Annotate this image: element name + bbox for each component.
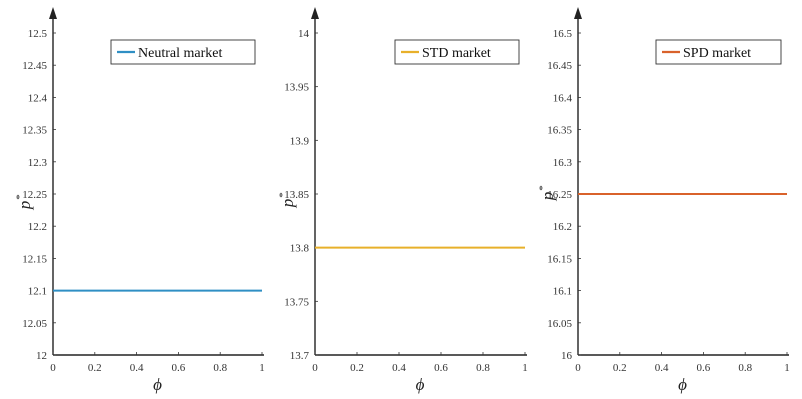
y-tick-label: 12.05 bbox=[22, 318, 47, 330]
y-tick-label: 16.25 bbox=[547, 189, 572, 201]
x-tick-label: 0.4 bbox=[130, 362, 144, 374]
y-tick-label: 12.2 bbox=[28, 221, 47, 233]
y-tick-label: 13.85 bbox=[284, 189, 309, 201]
x-tick-label: 0 bbox=[50, 362, 56, 374]
y-tick-label: 13.9 bbox=[290, 135, 310, 147]
x-tick-label: 1 bbox=[522, 362, 528, 374]
x-tick-label: 0 bbox=[575, 362, 581, 374]
y-tick-label: 16.1 bbox=[553, 286, 572, 298]
x-tick-label: 1 bbox=[784, 362, 790, 374]
y-axis-label-superscript: * bbox=[14, 194, 26, 200]
y-tick-label: 12.35 bbox=[22, 125, 47, 137]
x-axis-label: ϕ bbox=[416, 375, 425, 394]
y-axis-label: p bbox=[538, 192, 557, 202]
y-axis-label-superscript: * bbox=[537, 185, 549, 191]
x-tick-label: 1 bbox=[259, 362, 265, 374]
y-tick-label: 12.3 bbox=[28, 157, 48, 169]
x-tick-label: 0.2 bbox=[88, 362, 102, 374]
y-tick-label: 16 bbox=[561, 350, 573, 362]
y-axis-label-group: p* bbox=[537, 185, 557, 201]
y-tick-label: 16.15 bbox=[547, 253, 572, 265]
y-axis-label: p bbox=[278, 199, 297, 209]
x-tick-label: 0.2 bbox=[613, 362, 627, 374]
y-axis-label-superscript: * bbox=[277, 192, 289, 198]
y-tick-label: 16.2 bbox=[553, 221, 572, 233]
legend-label: SPD market bbox=[683, 46, 751, 61]
y-tick-label: 13.75 bbox=[284, 296, 309, 308]
legend: SPD market bbox=[655, 39, 782, 65]
y-tick-label: 13.8 bbox=[290, 243, 310, 255]
chart-panel-3: 16 16.05 16.1 16.15 16.2 16.25 16.3 16.35 16.4 16… bbox=[537, 7, 790, 394]
x-tick-label: 0.6 bbox=[172, 362, 186, 374]
x-axis-label: ϕ bbox=[153, 375, 162, 394]
y-tick-label: 12 bbox=[36, 350, 47, 362]
y-tick-label: 14 bbox=[298, 28, 310, 40]
y-tick-label: 12.45 bbox=[22, 60, 47, 72]
y-tick-label: 13.95 bbox=[284, 82, 309, 94]
x-tick-label: 0 bbox=[312, 362, 318, 374]
legend-label: Neutral market bbox=[138, 46, 222, 61]
legend: STD market bbox=[394, 39, 520, 65]
y-axis-arrow-icon bbox=[49, 7, 57, 19]
x-tick-label: 0.8 bbox=[476, 362, 490, 374]
x-tick-label: 0.8 bbox=[738, 362, 752, 374]
y-tick-label: 16.05 bbox=[547, 318, 572, 330]
y-tick-label: 12.15 bbox=[22, 253, 47, 265]
y-tick-label: 12.5 bbox=[28, 28, 48, 40]
x-tick-label: 0.2 bbox=[350, 362, 364, 374]
y-tick-label: 16.4 bbox=[553, 92, 573, 104]
chart-panel-1: 12 12.05 12.1 12.15 12.2 12.25 12.3 12.35 12.4 12… bbox=[14, 7, 265, 394]
y-tick-label: 12.1 bbox=[28, 286, 47, 298]
y-tick-label: 16.5 bbox=[553, 28, 573, 40]
y-tick-label: 13.7 bbox=[290, 350, 310, 362]
x-tick-label: 0.4 bbox=[655, 362, 669, 374]
y-tick-label: 16.45 bbox=[547, 60, 572, 72]
x-tick-label: 0.6 bbox=[697, 362, 711, 374]
x-tick-label: 0.4 bbox=[392, 362, 406, 374]
legend-label: STD market bbox=[422, 46, 491, 61]
y-tick-label: 12.25 bbox=[22, 189, 47, 201]
y-axis-arrow-icon bbox=[574, 7, 582, 19]
chart-panel-2: 13.7 13.75 13.8 13.85 13.9 13.95 14 0 0.2 0.4 0.6 0… bbox=[277, 7, 528, 394]
y-tick-label: 16.35 bbox=[547, 125, 572, 137]
y-tick-label: 12.4 bbox=[28, 92, 48, 104]
x-tick-label: 0.8 bbox=[213, 362, 227, 374]
y-axis-label: p bbox=[15, 201, 34, 211]
x-axis-label: ϕ bbox=[678, 375, 687, 394]
legend: Neutral market bbox=[110, 39, 256, 65]
y-axis-label-group: p* bbox=[277, 192, 297, 208]
y-tick-label: 16.3 bbox=[553, 157, 573, 169]
x-tick-label: 0.6 bbox=[434, 362, 448, 374]
y-axis-label-group: p* bbox=[14, 194, 34, 210]
y-axis-arrow-icon bbox=[311, 7, 319, 19]
